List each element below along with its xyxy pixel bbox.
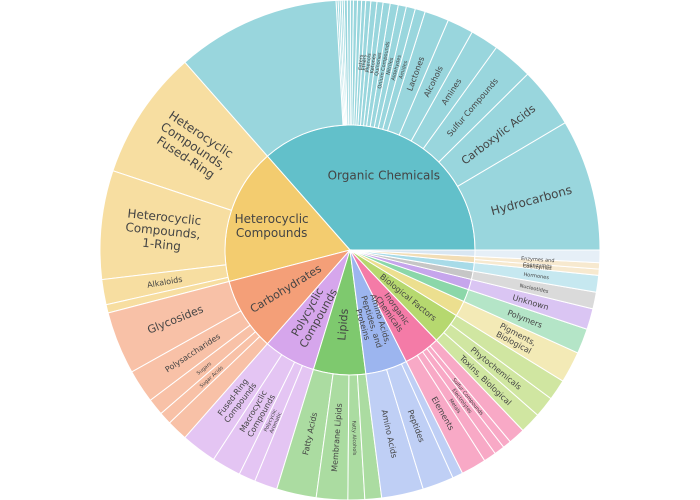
outer-ring <box>99 0 601 500</box>
inner-ring <box>224 124 476 376</box>
outer-segment-small[interactable] <box>474 249 601 264</box>
